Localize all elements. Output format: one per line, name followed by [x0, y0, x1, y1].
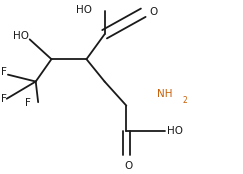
- Text: O: O: [149, 7, 157, 17]
- Text: F: F: [25, 98, 31, 108]
- Text: NH: NH: [157, 89, 173, 98]
- Text: HO: HO: [13, 31, 29, 41]
- Text: HO: HO: [76, 5, 92, 15]
- Text: HO: HO: [167, 126, 183, 136]
- Text: O: O: [125, 161, 133, 171]
- Text: 2: 2: [183, 96, 187, 105]
- Text: F: F: [1, 94, 7, 104]
- Text: F: F: [1, 67, 7, 77]
